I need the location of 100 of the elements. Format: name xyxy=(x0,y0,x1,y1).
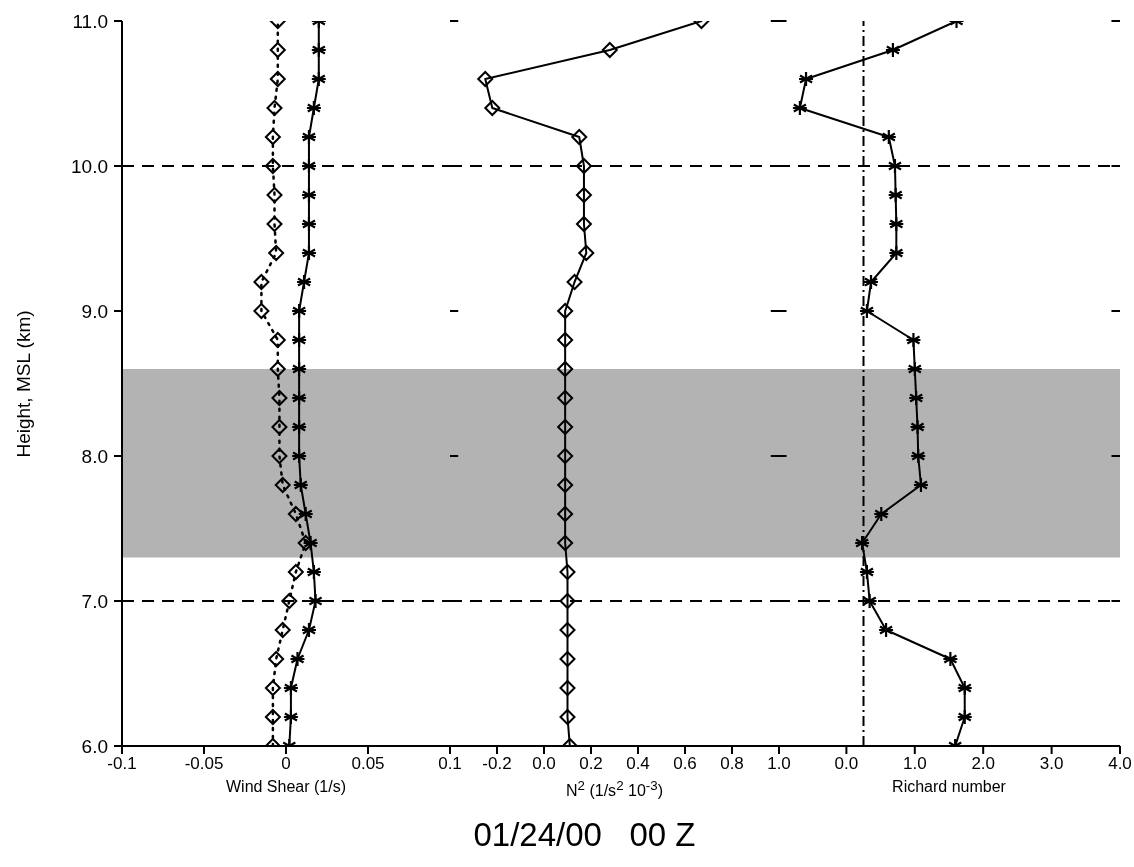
point xyxy=(557,390,574,406)
y-tick-label: 6.0 xyxy=(81,735,108,757)
point xyxy=(557,477,574,493)
point xyxy=(289,650,306,668)
x-tick-label: 0 xyxy=(281,754,291,774)
point xyxy=(274,622,291,638)
point xyxy=(297,535,314,551)
point xyxy=(601,42,618,58)
point xyxy=(264,680,281,696)
point xyxy=(269,332,286,348)
point xyxy=(559,564,576,580)
point xyxy=(887,186,904,204)
point xyxy=(877,621,895,639)
point xyxy=(559,709,576,725)
x-axis-title: Richard number xyxy=(891,778,1007,796)
x-tick-label: 0.8 xyxy=(720,754,744,774)
x-tick-label: 0.0 xyxy=(834,754,859,774)
y-tick-label: 8.0 xyxy=(81,445,108,467)
point xyxy=(271,448,288,464)
point xyxy=(291,389,308,407)
point xyxy=(268,651,285,667)
point xyxy=(797,70,815,88)
x-tick-label: 0.05 xyxy=(351,754,385,774)
x-axis-title: Wind Shear (1/s) xyxy=(224,778,347,796)
point xyxy=(854,534,871,552)
point xyxy=(253,274,270,290)
point xyxy=(291,447,308,465)
point xyxy=(557,361,574,377)
point xyxy=(884,41,902,59)
point xyxy=(295,273,313,291)
point xyxy=(557,506,574,522)
point xyxy=(858,563,876,581)
x-tick-label: 0.6 xyxy=(673,754,697,774)
point xyxy=(880,128,897,146)
point xyxy=(910,447,927,465)
point xyxy=(557,535,574,551)
point xyxy=(909,418,926,436)
y-tick-label: 11.0 xyxy=(72,10,108,32)
point xyxy=(268,245,285,261)
point xyxy=(297,505,314,523)
point xyxy=(559,680,576,696)
point xyxy=(307,592,324,610)
point xyxy=(956,679,973,697)
point xyxy=(287,506,304,522)
point xyxy=(862,273,880,291)
point xyxy=(282,708,300,726)
point xyxy=(310,70,327,88)
x-axis-title: N$^{2}$ (1/s$^{2}$ 10$^{-3}$) xyxy=(565,778,664,801)
point xyxy=(269,42,286,58)
point xyxy=(291,331,308,349)
point xyxy=(271,390,288,406)
point xyxy=(873,505,890,523)
y-axis-title: Height, MSL (km) xyxy=(13,309,35,458)
point xyxy=(912,476,930,494)
y-tick-label: 7.0 xyxy=(81,590,108,612)
point xyxy=(300,244,318,262)
point xyxy=(253,303,270,319)
point xyxy=(300,186,318,204)
text: 01/24/00 00 Z xyxy=(472,816,697,854)
y-tick-label: 9.0 xyxy=(81,300,108,322)
point xyxy=(300,215,318,233)
point xyxy=(575,158,592,174)
point xyxy=(559,593,576,609)
point xyxy=(300,128,318,146)
x-tick-label: -0.2 xyxy=(482,754,512,774)
point xyxy=(281,593,298,609)
point xyxy=(291,360,308,378)
point xyxy=(305,563,322,581)
point xyxy=(906,360,923,378)
point xyxy=(300,621,318,639)
point xyxy=(578,245,595,261)
point xyxy=(269,71,286,87)
point xyxy=(266,187,283,203)
point xyxy=(266,100,283,116)
point xyxy=(477,71,494,87)
point xyxy=(274,477,291,493)
x-tick-label: -0.05 xyxy=(184,754,224,774)
point xyxy=(266,216,283,232)
point xyxy=(956,708,973,726)
point xyxy=(566,274,583,290)
point xyxy=(908,389,925,407)
point xyxy=(271,419,288,435)
x-tick-label: 0.2 xyxy=(579,754,603,774)
x-tick-label: 0.0 xyxy=(532,754,556,774)
point xyxy=(791,99,808,117)
point xyxy=(942,650,959,668)
y-tick-label: 10.0 xyxy=(71,155,108,177)
x-tick-label: 1.0 xyxy=(902,754,927,774)
point xyxy=(559,622,576,638)
x-tick-label: 0.1 xyxy=(438,754,462,774)
point xyxy=(888,244,905,262)
point xyxy=(300,157,318,175)
point xyxy=(905,331,922,349)
point xyxy=(269,361,286,377)
point xyxy=(264,158,281,174)
point xyxy=(575,216,592,232)
point xyxy=(858,302,876,320)
x-tick-label: 3.0 xyxy=(1039,754,1064,774)
point xyxy=(302,534,319,552)
point xyxy=(282,679,300,697)
